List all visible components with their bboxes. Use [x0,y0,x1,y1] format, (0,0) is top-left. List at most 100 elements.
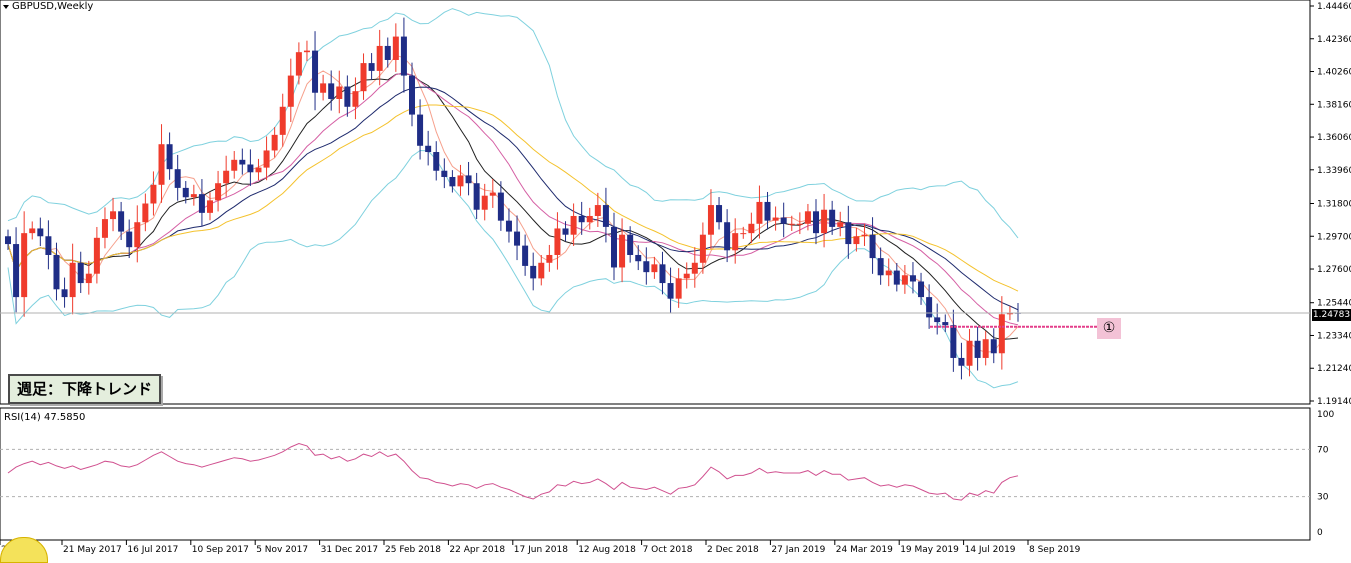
candle-body [918,281,925,298]
candle-body [950,325,957,358]
candle-body [392,36,399,60]
candle-body [166,144,173,170]
candle-body [198,194,205,213]
candle-body [126,231,133,248]
candle-body [586,215,593,223]
candle-body [13,244,20,298]
candle-body [829,209,836,227]
candle-body [215,183,222,201]
time-tick-label: 22 Apr 2018 [449,545,505,555]
candle-body [804,211,811,224]
candle-body [538,262,545,279]
candle-body [29,228,36,234]
candle-body [77,262,84,284]
trend-annotation: 週足：下降トレンド [8,374,162,404]
candle-body [546,254,553,263]
rsi-tick-label: 70 [1317,445,1329,455]
candle-body [247,164,254,173]
bollinger-bands [7,8,1019,389]
price-tick-label: 1.44460 [1317,2,1351,12]
candle-body [594,205,601,216]
price-tick-label: 1.23340 [1317,331,1351,341]
candle-body [21,233,28,298]
candle-body [344,86,351,107]
time-tick-label: 12 Aug 2018 [578,545,636,555]
price-tick-label: 1.29700 [1317,232,1351,242]
time-tick-label: 14 Jul 2019 [965,545,1016,555]
marker-circle-one: ① [1097,318,1121,339]
candle-body [982,339,989,358]
candle-body [287,75,294,107]
candle-body [707,205,714,235]
candle-body [376,45,383,71]
candle-body [732,233,739,251]
candle-body [61,289,68,298]
rsi-levels: 100 70 30 0 [0,410,1334,538]
time-tick-label: 24 Mar 2019 [836,545,893,555]
candle-body [901,275,908,285]
candle-body [716,205,723,223]
time-tick-label: 10 Sep 2017 [192,545,249,555]
candle-body [489,192,496,196]
candle-body [182,187,189,198]
candle-body [611,226,617,268]
rsi-panel-frame [0,407,1311,541]
candle-body [45,236,52,255]
candle-body [69,262,76,298]
candle-body [570,215,577,235]
candle-body [691,262,698,274]
candle-body [400,36,407,76]
candle-body [667,283,674,299]
candle-body [643,261,650,273]
candle-body [53,254,60,290]
candle-body [796,223,803,225]
candle-body [627,234,634,255]
time-tick-label: 21 May 2017 [63,545,122,555]
candle-body [821,209,828,234]
candle-body [990,339,997,354]
bollinger-lower-line [7,149,1019,389]
price-tick-label: 1.38160 [1317,100,1351,110]
time-tick-label: 7 Oct 2018 [643,545,693,555]
candle-body [893,270,900,285]
candle-body [926,297,933,318]
time-tick-label: 17 Jun 2018 [514,545,568,555]
candle-body [37,228,44,237]
candle-body [683,273,690,279]
price-tick-label: 1.33960 [1317,166,1351,176]
candle-body [417,114,424,146]
candle-body [409,75,415,115]
candle-body [433,152,440,171]
price-tick-label: 1.25440 [1317,299,1351,309]
candle-body [602,205,609,227]
time-tick-label: 8 Sep 2019 [1029,545,1081,555]
price-tick-label: 1.40260 [1317,68,1351,78]
symbol-dropdown-icon[interactable] [3,5,9,9]
candle-body [966,340,973,366]
candle-body [279,106,286,135]
candle-body [5,236,11,245]
candle-body [788,223,795,225]
candle-body [772,217,779,221]
candle-body [530,265,537,279]
candle-body [974,340,981,358]
candle-body [845,222,852,245]
current-price-label: 1.24783 [1312,309,1351,321]
candle-body [756,201,763,224]
candle-body [158,144,165,185]
candle-body [853,236,860,245]
candle-body [150,184,157,204]
candle-body [813,211,819,234]
candle-body [885,270,892,276]
candle-body [514,231,521,246]
candle-body [85,273,92,284]
price-axis-ticks: 1.44460 1.42360 1.40260 1.38160 1.36060 1.339… [1310,2,1351,407]
candle-body [449,176,456,187]
rsi-tick-label: 30 [1317,493,1329,503]
time-tick-label: 5 Nov 2017 [256,545,308,555]
time-tick-label: 19 May 2019 [900,545,959,555]
candle-body [271,134,278,151]
candle-body [562,228,569,235]
